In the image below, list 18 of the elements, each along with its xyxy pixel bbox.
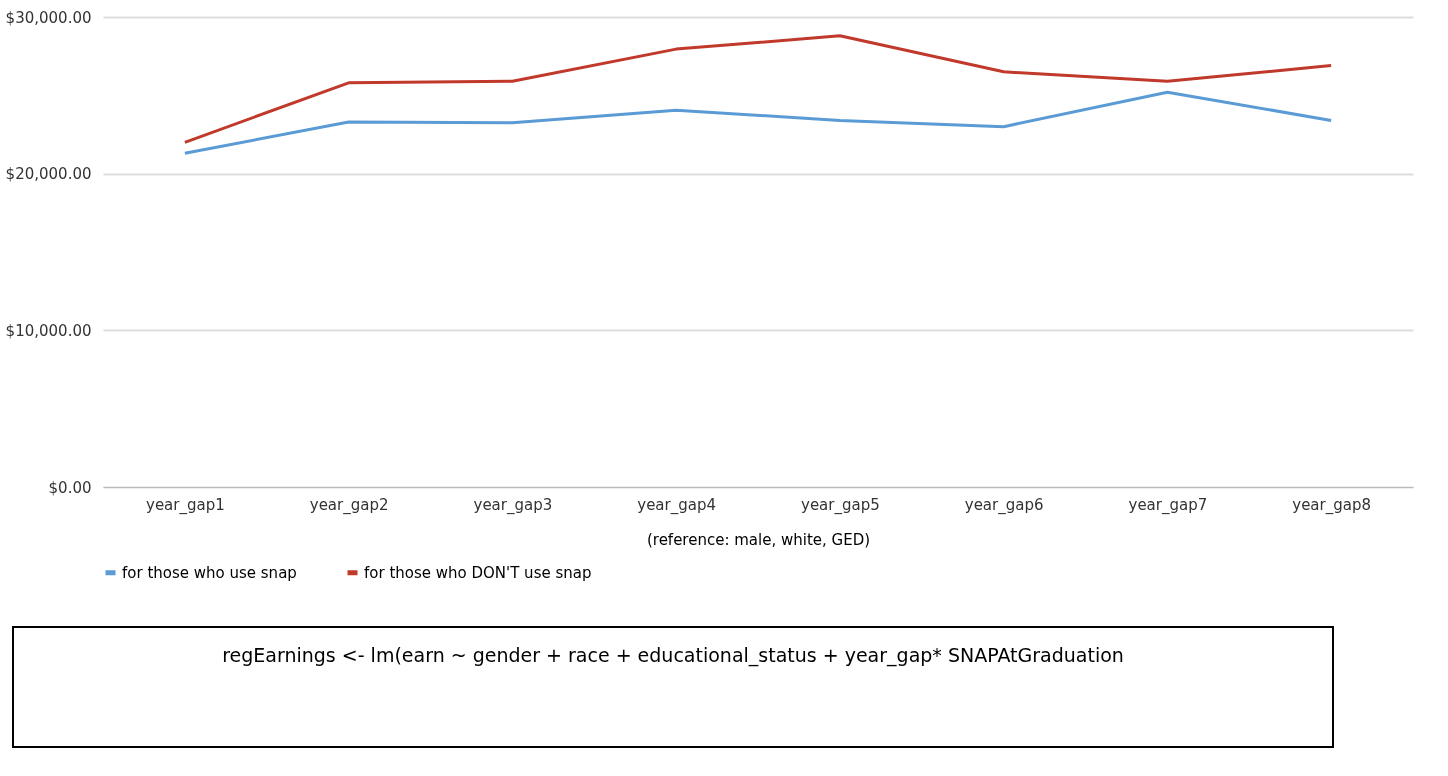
text: regEarnings <- lm(earn ~ gender + race + educational_status + year_gap* SNAPAtGraduation — [222, 644, 1124, 667]
y-tick-label: $0.00 — [48, 478, 92, 497]
x-tick-label: year_gap8 — [1292, 495, 1371, 515]
x-tick-label: year_gap2 — [309, 495, 389, 515]
x-axis-title: (reference: male, white, GED) — [646, 530, 871, 549]
y-tick-label: $10,000.00 — [5, 321, 92, 340]
y-tick-label: $20,000.00 — [5, 165, 92, 184]
legend-label: for those who use snap — [122, 563, 297, 582]
line-series — [183, 34, 1333, 144]
x-tick-label: year_gap6 — [964, 495, 1044, 515]
legend-label: for those who DON'T use snap — [364, 563, 592, 582]
x-tick-label: year_gap5 — [801, 495, 880, 515]
x-tick-label: year_gap3 — [473, 495, 553, 515]
x-tick-label: year_gap1 — [146, 495, 225, 515]
line-series — [183, 90, 1333, 155]
x-tick-label: year_gap7 — [1128, 495, 1208, 515]
x-tick-label: year_gap4 — [637, 495, 716, 515]
y-tick-label: $30,000.00 — [5, 8, 92, 27]
